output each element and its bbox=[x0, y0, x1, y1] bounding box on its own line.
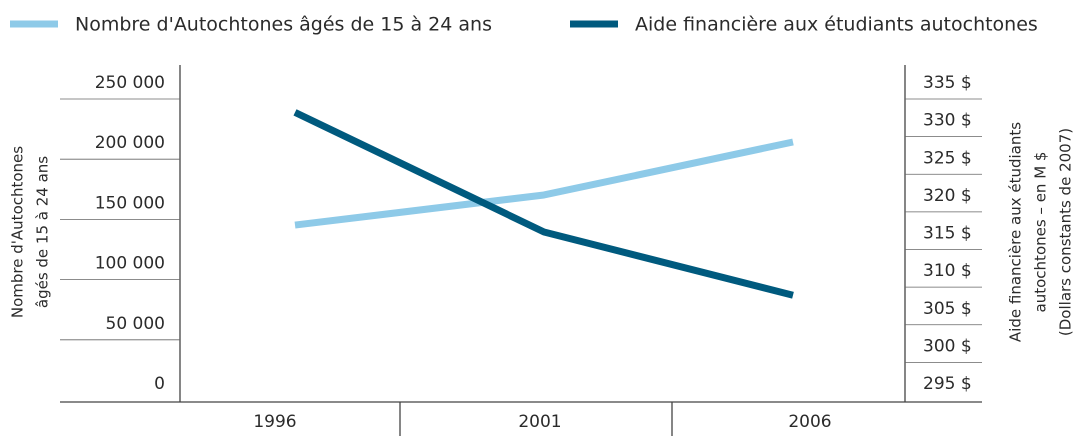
y2-tick-label: 305 $ bbox=[923, 299, 972, 319]
y2-tick-label: 325 $ bbox=[923, 148, 972, 168]
y-tick-label: 100 000 bbox=[95, 254, 165, 274]
y2-tick-label: 315 $ bbox=[923, 224, 972, 244]
x-tick-label: 1996 bbox=[253, 412, 296, 432]
legend-label: Nombre d'Autochtones âgés de 15 à 24 ans bbox=[75, 14, 492, 36]
legend-label: Aide financière aux étudiants autochtone… bbox=[635, 14, 1038, 36]
y-tick-label: 150 000 bbox=[95, 193, 165, 213]
x-tick-label: 2006 bbox=[788, 412, 831, 432]
series-line bbox=[294, 138, 794, 229]
y2-tick-label: 310 $ bbox=[923, 261, 972, 281]
y-axis-title: Nombre d'Autochtones bbox=[9, 146, 27, 318]
y2-tick-label: 335 $ bbox=[923, 73, 972, 93]
series-line bbox=[293, 109, 794, 299]
y2-axis-title: Aide financière aux étudiants bbox=[1007, 122, 1025, 342]
y-tick-label: 0 bbox=[154, 374, 165, 394]
y-tick-label: 200 000 bbox=[95, 133, 165, 153]
y-tick-label: 250 000 bbox=[95, 73, 165, 93]
y2-axis-title: (Dollars constants de 2007) bbox=[1057, 128, 1075, 336]
y2-tick-label: 320 $ bbox=[923, 186, 972, 206]
y2-tick-label: 330 $ bbox=[923, 111, 972, 131]
y2-tick-label: 300 $ bbox=[923, 336, 972, 356]
y-axis-title: âgés de 15 à 24 ans bbox=[34, 156, 52, 308]
x-tick-label: 2001 bbox=[518, 412, 561, 432]
y2-tick-label: 295 $ bbox=[923, 374, 972, 394]
y-tick-label: 50 000 bbox=[106, 314, 165, 334]
y2-axis-title: autochtones – en M $ bbox=[1032, 152, 1050, 313]
